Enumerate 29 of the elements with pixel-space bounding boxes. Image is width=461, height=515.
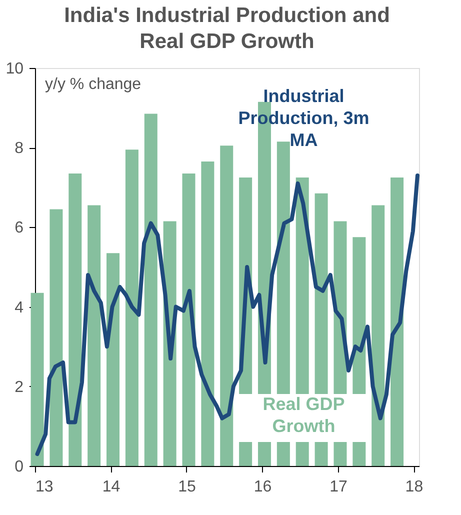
bar: [50, 209, 63, 466]
bar: [182, 173, 196, 466]
y-tick-label: 10: [6, 60, 24, 78]
y-tick-label: 2: [14, 378, 24, 396]
y-tick-label: 8: [14, 140, 24, 158]
y-tick-label: 4: [14, 299, 24, 316]
x-tick-label: 16: [254, 478, 272, 496]
bar: [144, 114, 158, 466]
bar: [220, 146, 234, 466]
bar: [390, 177, 404, 466]
series-label: Real GDP Growth: [262, 394, 345, 436]
annotation: y/y % change: [45, 76, 142, 93]
x-tick-label: 17: [330, 478, 348, 496]
bar: [372, 205, 385, 466]
y-tick-label: 6: [14, 220, 24, 237]
bar: [125, 150, 138, 466]
bar: [106, 253, 120, 466]
bar: [30, 292, 44, 466]
line-series: [35, 173, 420, 456]
bar: [201, 162, 214, 466]
x-tick-label: 14: [102, 478, 120, 496]
text: Industrial Production, 3m MA: [238, 86, 370, 150]
x-tick-label: 15: [178, 478, 196, 496]
chart-title: India's Industrial Production and Real GDP Growth: [64, 4, 390, 53]
bar: [68, 173, 82, 466]
x-tick-label: 18: [405, 478, 424, 496]
x-tick-label: 13: [36, 478, 54, 496]
bar: [88, 205, 101, 466]
y-tick-label: 0: [14, 458, 24, 476]
